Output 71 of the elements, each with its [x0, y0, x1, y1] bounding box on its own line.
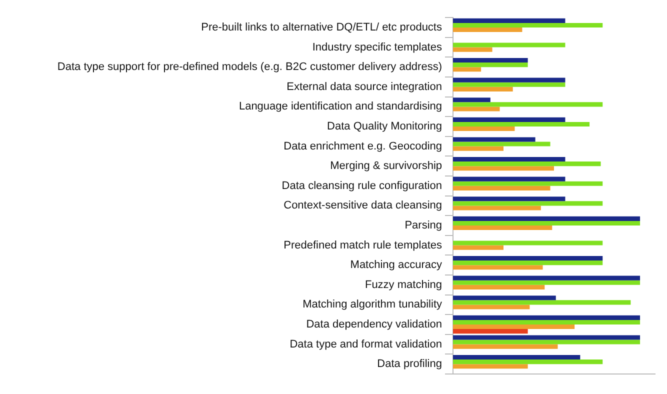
y-tick-label: Fuzzy matching: [364, 278, 442, 291]
bar: [453, 82, 566, 87]
y-tick-label: Matching algorithm tunability: [302, 298, 442, 311]
bar: [453, 47, 492, 52]
bar: [453, 324, 575, 330]
bar: [453, 102, 603, 107]
bar: [453, 335, 640, 340]
y-tick-label: Context-sensitive data cleansing: [284, 200, 442, 212]
y-tick-label: Data enrichment e.g. Geocoding: [284, 140, 442, 152]
y-tick-label: Data profiling: [377, 358, 442, 370]
y-tick-label: Matching accuracy: [350, 259, 442, 272]
bar: [453, 22, 603, 28]
bar: [453, 142, 550, 146]
bar: [453, 122, 590, 126]
y-tick-label: Data Quality Monitoring: [327, 120, 442, 133]
bar: [453, 201, 603, 206]
bar: [453, 320, 640, 324]
y-tick-label: Data cleansing rule configuration: [282, 180, 442, 192]
bar: [453, 98, 490, 102]
bar: [453, 206, 541, 210]
y-tick-label: Parsing: [404, 220, 442, 232]
bar: [453, 176, 566, 182]
bar: [453, 284, 545, 290]
bar: [453, 220, 640, 226]
y-tick-label: External data source integration: [286, 80, 442, 93]
bar: [453, 28, 522, 32]
y-tick-label: Language identification and standardising: [238, 100, 442, 113]
bar: [453, 216, 640, 221]
bar: [453, 156, 566, 162]
y-tick-label: Pre-built links to alternative DQ/ETL/ etc products: [201, 22, 442, 34]
bar: [453, 329, 528, 334]
y-tick-label: Predefined match rule templates: [284, 239, 442, 252]
bar: [453, 300, 631, 305]
bar: [453, 364, 528, 369]
bar: [453, 137, 536, 142]
y-tick-label: Merging & survivorship: [330, 160, 442, 172]
bar: [453, 78, 566, 82]
bar: [453, 126, 515, 132]
bar: [453, 360, 603, 364]
bar: [453, 106, 500, 112]
bar: [453, 166, 554, 171]
y-tick-label: Industry specific templates: [312, 41, 442, 54]
bar: [453, 58, 528, 63]
bar: [453, 260, 603, 266]
bar: [453, 18, 566, 23]
bar: [453, 226, 552, 230]
bar: [453, 344, 558, 349]
bar: [453, 196, 566, 202]
y-tick-label: Data dependency validation: [306, 318, 442, 331]
bar: [453, 117, 566, 122]
y-tick-label: Data type and format validation: [290, 338, 442, 350]
bar: [453, 340, 640, 344]
bar: [453, 304, 530, 310]
bar: [453, 240, 603, 246]
bar: [453, 42, 566, 48]
bar: [453, 186, 550, 190]
bar: [453, 265, 543, 270]
bar: [453, 296, 556, 300]
bar: [453, 162, 601, 166]
bar: [453, 315, 640, 320]
bar: [453, 276, 640, 280]
bar: [453, 67, 482, 72]
bar: [453, 86, 513, 92]
bar: [453, 354, 580, 360]
bar: [453, 256, 603, 261]
bar: [453, 181, 603, 186]
bar: [453, 280, 640, 285]
bar: [453, 146, 504, 151]
y-tick-label: Data type support for pre-defined models (e.g. B2C customer delivery address): [57, 61, 442, 74]
bar: [453, 62, 528, 68]
bar: [453, 245, 504, 250]
